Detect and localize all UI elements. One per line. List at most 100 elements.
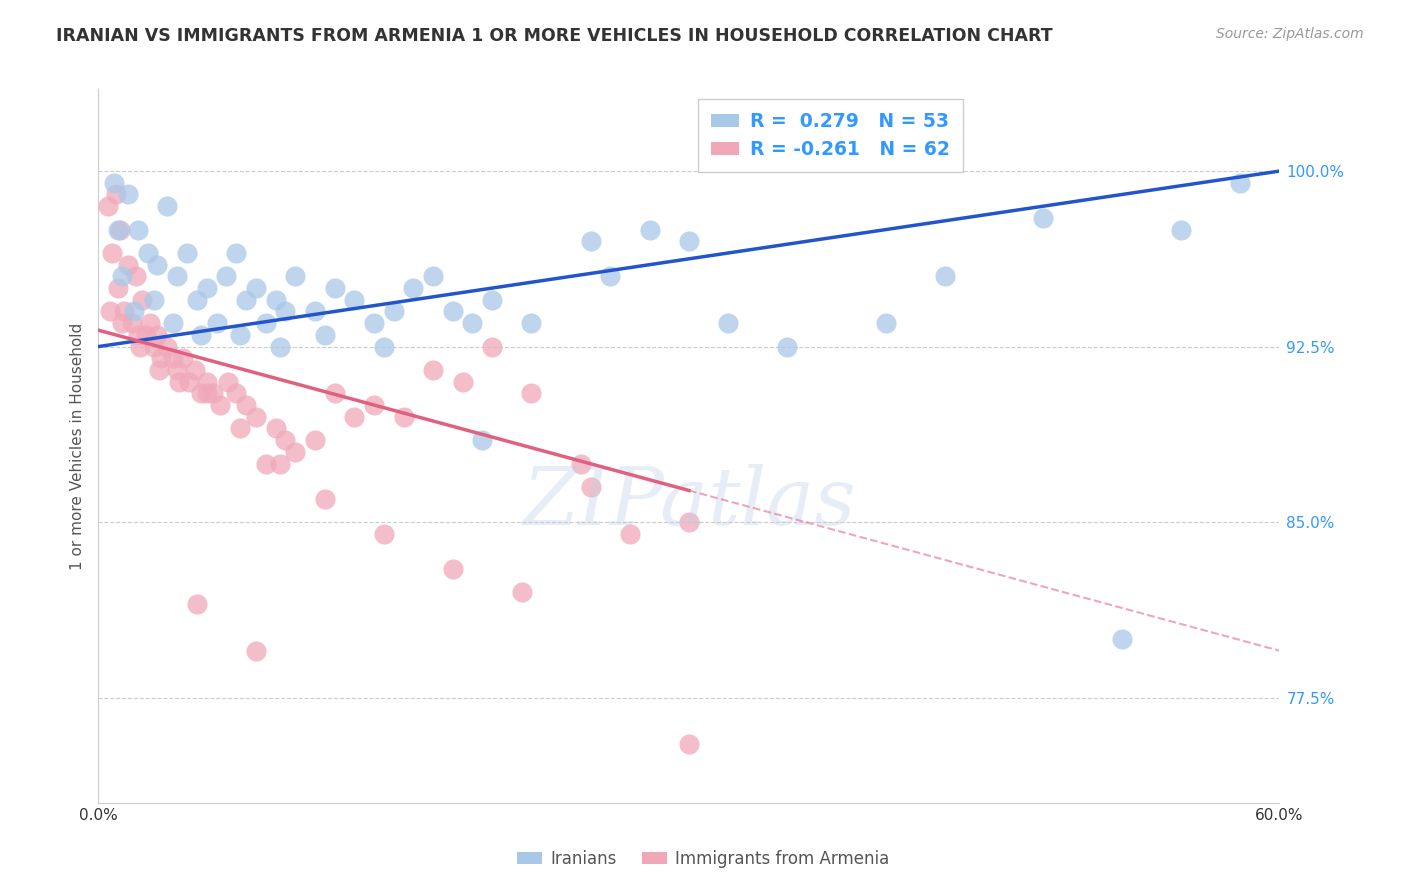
Point	[269, 457, 291, 471]
Point	[98, 304, 121, 318]
Point	[166, 269, 188, 284]
Point	[717, 316, 740, 330]
Point	[638, 222, 661, 236]
Point	[184, 363, 207, 377]
Point	[245, 409, 267, 424]
Point	[254, 316, 277, 330]
Point	[97, 199, 120, 213]
Point	[245, 644, 267, 658]
Point	[172, 351, 194, 366]
Point	[392, 409, 415, 424]
Point	[304, 433, 326, 447]
Point	[111, 269, 134, 284]
Point	[510, 585, 533, 599]
Point	[934, 269, 956, 284]
Point	[177, 375, 200, 389]
Point	[461, 316, 484, 330]
Point	[107, 281, 129, 295]
Point	[128, 340, 150, 354]
Text: ZIPatlas: ZIPatlas	[522, 465, 856, 541]
Point	[190, 386, 212, 401]
Point	[776, 340, 799, 354]
Point	[103, 176, 125, 190]
Point	[107, 222, 129, 236]
Point	[569, 457, 592, 471]
Point	[314, 491, 336, 506]
Point	[264, 293, 287, 307]
Point	[121, 316, 143, 330]
Point	[481, 293, 503, 307]
Point	[599, 269, 621, 284]
Point	[269, 340, 291, 354]
Point	[195, 281, 218, 295]
Point	[451, 375, 474, 389]
Point	[441, 304, 464, 318]
Point	[314, 327, 336, 342]
Point	[520, 316, 543, 330]
Point	[215, 269, 238, 284]
Point	[343, 409, 366, 424]
Point	[156, 340, 179, 354]
Point	[176, 246, 198, 260]
Point	[205, 316, 228, 330]
Point	[127, 327, 149, 342]
Point	[1032, 211, 1054, 225]
Point	[195, 375, 218, 389]
Point	[323, 386, 346, 401]
Point	[105, 187, 128, 202]
Point	[678, 234, 700, 248]
Point	[225, 386, 247, 401]
Point	[1111, 632, 1133, 646]
Point	[186, 293, 208, 307]
Point	[579, 480, 602, 494]
Point	[195, 386, 218, 401]
Point	[190, 327, 212, 342]
Point	[1170, 222, 1192, 236]
Point	[127, 222, 149, 236]
Point	[135, 327, 157, 342]
Point	[382, 304, 405, 318]
Point	[162, 316, 184, 330]
Point	[235, 293, 257, 307]
Point	[264, 421, 287, 435]
Point	[363, 398, 385, 412]
Point	[156, 199, 179, 213]
Legend: Iranians, Immigrants from Armenia: Iranians, Immigrants from Armenia	[510, 844, 896, 875]
Point	[108, 222, 131, 236]
Point	[678, 737, 700, 751]
Point	[235, 398, 257, 412]
Point	[619, 526, 641, 541]
Point	[520, 386, 543, 401]
Point	[304, 304, 326, 318]
Point	[142, 293, 165, 307]
Point	[254, 457, 277, 471]
Point	[142, 340, 165, 354]
Point	[150, 351, 173, 366]
Point	[402, 281, 425, 295]
Point	[343, 293, 366, 307]
Point	[284, 269, 307, 284]
Point	[422, 363, 444, 377]
Point	[217, 375, 239, 389]
Point	[167, 375, 190, 389]
Point	[148, 363, 170, 377]
Point	[122, 304, 145, 318]
Point	[225, 246, 247, 260]
Point	[112, 304, 135, 318]
Point	[125, 269, 148, 284]
Point	[166, 363, 188, 377]
Point	[441, 562, 464, 576]
Point	[323, 281, 346, 295]
Point	[229, 327, 252, 342]
Point	[363, 316, 385, 330]
Legend: R =  0.279   N = 53, R = -0.261   N = 62: R = 0.279 N = 53, R = -0.261 N = 62	[697, 99, 963, 172]
Point	[201, 386, 224, 401]
Point	[274, 304, 297, 318]
Point	[245, 281, 267, 295]
Text: IRANIAN VS IMMIGRANTS FROM ARMENIA 1 OR MORE VEHICLES IN HOUSEHOLD CORRELATION C: IRANIAN VS IMMIGRANTS FROM ARMENIA 1 OR …	[56, 27, 1053, 45]
Point	[875, 316, 897, 330]
Point	[101, 246, 124, 260]
Point	[1229, 176, 1251, 190]
Text: Source: ZipAtlas.com: Source: ZipAtlas.com	[1216, 27, 1364, 41]
Point	[186, 597, 208, 611]
